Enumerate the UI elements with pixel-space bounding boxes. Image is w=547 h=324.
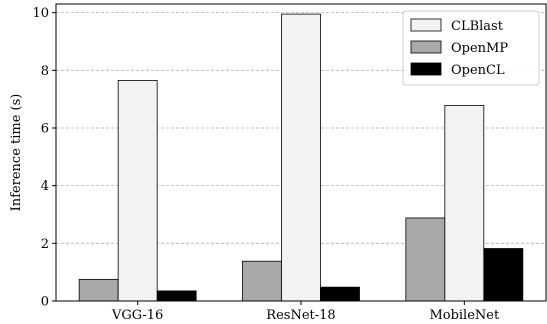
x-tick-label: MobileNet: [429, 308, 500, 323]
y-tick-label: 4: [41, 179, 49, 194]
bar-openmp-vgg-16: [78, 278, 119, 302]
y-tick-label: 0: [41, 295, 49, 310]
bar-clblast-mobilenet: [444, 105, 485, 302]
bar-clblast-vgg-16: [117, 80, 158, 302]
x-tick-label: ResNet-18: [266, 308, 335, 323]
y-tick-label: 8: [41, 64, 49, 79]
legend-swatch-clblast: [410, 18, 442, 32]
y-axis-label: Inference time (s): [9, 94, 24, 212]
legend-label-opencl: OpenCL: [451, 63, 505, 78]
y-axis-ticks: 0 2 4 6 8 10: [32, 6, 56, 310]
bars: [78, 13, 524, 302]
legend: CLBlast OpenMP OpenCL: [402, 10, 540, 86]
bar-opencl-resnet-18: [320, 286, 360, 302]
y-tick-label: 10: [32, 6, 49, 21]
y-tick-label: 2: [41, 237, 49, 252]
bar-openmp-mobilenet: [405, 217, 446, 302]
legend-swatch-opencl: [410, 62, 442, 76]
bar-opencl-mobilenet: [483, 248, 524, 302]
legend-label-clblast: CLBlast: [451, 19, 504, 34]
x-tick-label: VGG-16: [111, 308, 163, 323]
x-axis-ticks: VGG-16 ResNet-18 MobileNet: [111, 301, 500, 323]
legend-label-openmp: OpenMP: [451, 41, 508, 56]
bar-opencl-vgg-16: [156, 290, 197, 302]
y-tick-label: 6: [41, 121, 49, 136]
legend-swatch-openmp: [410, 40, 442, 54]
bar-clblast-resnet-18: [281, 13, 321, 302]
bar-openmp-resnet-18: [242, 260, 282, 302]
